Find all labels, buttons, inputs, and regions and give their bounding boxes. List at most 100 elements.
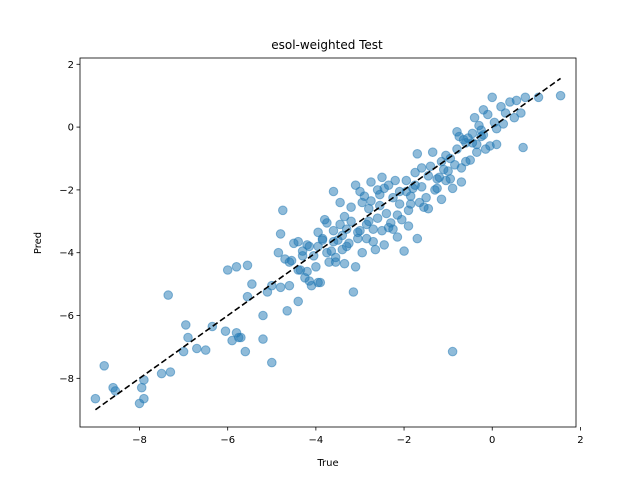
- data-point-31: [258, 334, 268, 344]
- data-point-27: [267, 357, 277, 368]
- data-point-49: [328, 186, 339, 197]
- data-point-162: [432, 183, 442, 194]
- data-point-139: [300, 273, 310, 283]
- data-point-189: [275, 282, 286, 293]
- data-point-148: [357, 247, 368, 258]
- data-point-72: [381, 208, 392, 219]
- y-tick-label: −8: [59, 374, 74, 385]
- data-point-99: [443, 166, 453, 176]
- data-point-150: [379, 240, 390, 250]
- x-tick-label: −6: [220, 435, 235, 446]
- reference-line-layer: [94, 77, 562, 411]
- x-axis-ticks: −8 −6 −4 −2 0 2: [132, 427, 584, 446]
- data-point-37: [293, 236, 304, 247]
- data-point-9: [165, 367, 176, 377]
- data-point-128: [511, 95, 522, 106]
- data-point-175: [355, 186, 365, 197]
- data-point-168: [273, 247, 284, 258]
- data-point-3: [110, 386, 121, 396]
- data-point-64: [364, 203, 374, 214]
- data-point-33: [278, 205, 288, 216]
- data-point-173: [335, 197, 345, 208]
- data-point-89: [421, 192, 431, 203]
- data-point-92: [427, 147, 438, 157]
- data-point-193: [328, 225, 339, 236]
- data-point-155: [322, 218, 332, 228]
- data-point-195: [344, 238, 354, 249]
- chart-title: esol-weighted Test: [271, 38, 383, 52]
- y-tick-label: −4: [59, 248, 74, 259]
- data-point-151: [388, 224, 398, 234]
- data-point-86: [412, 149, 423, 159]
- plot-frame: [79, 57, 577, 428]
- data-point-142: [293, 296, 304, 307]
- data-point-179: [394, 199, 405, 209]
- data-point-32: [275, 229, 286, 239]
- data-point-154: [313, 227, 323, 238]
- data-point-77: [392, 232, 403, 242]
- data-point-145: [330, 257, 341, 267]
- data-point-0: [90, 393, 101, 404]
- data-point-68: [372, 213, 383, 223]
- data-point-17: [220, 326, 231, 337]
- data-point-65: [366, 177, 376, 187]
- data-point-159: [392, 210, 403, 220]
- data-point-170: [295, 265, 306, 275]
- data-point-22: [240, 346, 251, 357]
- data-point-130: [518, 142, 528, 153]
- y-axis-ticks: −8 −6 −4 −2 0 2: [59, 60, 80, 385]
- data-point-191: [304, 241, 315, 252]
- data-point-118: [483, 109, 493, 120]
- y-tick-label: −6: [59, 311, 74, 322]
- x-tick-label: 2: [577, 435, 583, 446]
- y-tick-label: −2: [59, 185, 74, 196]
- data-point-167: [491, 139, 502, 150]
- data-point-96: [436, 194, 447, 205]
- data-point-7: [139, 393, 149, 404]
- data-point-184: [441, 175, 451, 186]
- data-point-137: [328, 236, 339, 247]
- data-point-42: [311, 262, 321, 272]
- data-point-152: [403, 221, 414, 231]
- data-point-129: [516, 108, 526, 118]
- data-point-146: [339, 258, 350, 269]
- data-point-134: [416, 163, 427, 173]
- data-point-10: [163, 290, 173, 300]
- points-layer: [90, 90, 566, 409]
- data-point-157: [361, 233, 372, 244]
- x-tick-label: 0: [489, 435, 495, 446]
- data-point-81: [401, 175, 412, 186]
- data-point-112: [469, 112, 480, 123]
- data-point-101: [447, 183, 458, 194]
- data-point-25: [258, 310, 268, 321]
- data-point-165: [472, 147, 482, 157]
- data-point-190: [297, 246, 308, 256]
- data-point-144: [313, 277, 323, 288]
- data-point-192: [317, 235, 328, 245]
- data-point-70: [377, 172, 387, 183]
- data-point-13: [181, 320, 191, 330]
- reference-line: [94, 77, 562, 411]
- data-point-140: [284, 280, 295, 291]
- x-tick-label: −2: [397, 435, 412, 446]
- data-point-29: [231, 262, 242, 272]
- data-point-172: [326, 246, 337, 256]
- y-tick-label: 2: [68, 60, 74, 71]
- data-point-102: [447, 346, 458, 357]
- data-point-158: [377, 225, 387, 236]
- data-point-30: [242, 260, 253, 271]
- data-point-57: [348, 287, 359, 297]
- data-point-12: [183, 332, 193, 343]
- data-point-194: [337, 244, 348, 255]
- data-point-164: [461, 156, 471, 167]
- data-point-160: [405, 199, 416, 209]
- data-point-120: [487, 92, 498, 103]
- data-point-169: [286, 255, 297, 266]
- data-point-177: [375, 189, 385, 200]
- y-tick-label: 0: [68, 123, 74, 134]
- data-point-185: [452, 127, 462, 137]
- data-point-147: [350, 262, 361, 272]
- data-point-1: [99, 361, 109, 371]
- data-point-85: [410, 167, 420, 178]
